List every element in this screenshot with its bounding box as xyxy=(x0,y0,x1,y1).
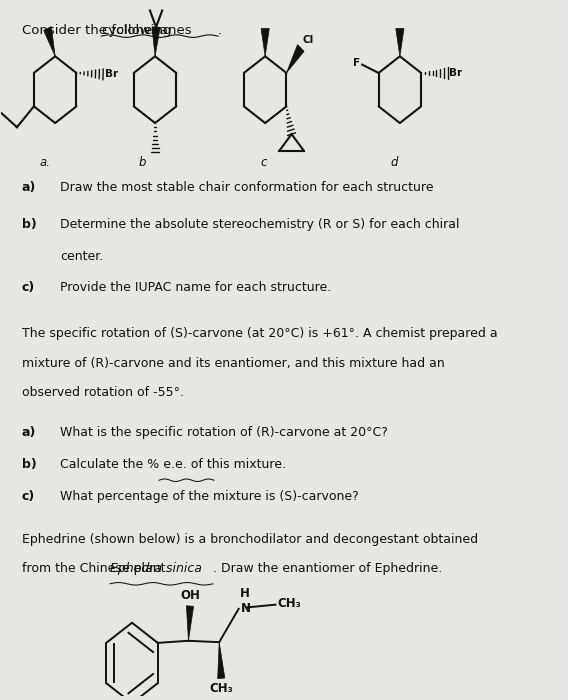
Text: Ephedrine (shown below) is a bronchodilator and decongestant obtained: Ephedrine (shown below) is a bronchodila… xyxy=(22,533,478,546)
Polygon shape xyxy=(286,45,304,73)
Text: CH₃: CH₃ xyxy=(210,682,233,696)
Polygon shape xyxy=(261,29,269,56)
Text: OH: OH xyxy=(180,589,200,602)
Text: c: c xyxy=(260,155,266,169)
Text: from the Chinese plant: from the Chinese plant xyxy=(22,562,169,575)
Text: Ephedra sinica: Ephedra sinica xyxy=(110,562,202,575)
Text: What percentage of the mixture is (S)-carvone?: What percentage of the mixture is (S)-ca… xyxy=(60,490,359,503)
Text: c): c) xyxy=(22,281,35,295)
Text: Br: Br xyxy=(105,69,118,79)
Text: What is the specific rotation of (R)-carvone at 20°C?: What is the specific rotation of (R)-car… xyxy=(60,426,388,439)
Text: mixture of (R)-carvone and its enantiomer, and this mixture had an: mixture of (R)-carvone and its enantiome… xyxy=(22,356,445,370)
Text: CH₃: CH₃ xyxy=(277,597,301,610)
Text: F: F xyxy=(353,58,360,68)
Text: a): a) xyxy=(22,181,36,194)
Text: Provide the IUPAC name for each structure.: Provide the IUPAC name for each structur… xyxy=(60,281,332,295)
Text: The specific rotation of (S)-carvone (at 20°C) is +61°. A chemist prepared a: The specific rotation of (S)-carvone (at… xyxy=(22,328,498,340)
Text: a): a) xyxy=(22,426,36,439)
Text: Determine the absolute stereochemistry (R or S) for each chiral: Determine the absolute stereochemistry (… xyxy=(60,218,460,230)
Text: b): b) xyxy=(22,218,36,230)
Text: H: H xyxy=(240,587,249,601)
Text: Calculate the % e.e. of this mixture.: Calculate the % e.e. of this mixture. xyxy=(60,458,286,471)
Text: cyclohexanes: cyclohexanes xyxy=(101,25,192,37)
Text: N: N xyxy=(241,601,251,615)
Text: c): c) xyxy=(22,490,35,503)
Polygon shape xyxy=(152,27,160,56)
Text: observed rotation of -55°.: observed rotation of -55°. xyxy=(22,386,184,399)
Text: .: . xyxy=(218,25,222,37)
Text: . Draw the enantiomer of Ephedrine.: . Draw the enantiomer of Ephedrine. xyxy=(213,562,442,575)
Polygon shape xyxy=(396,29,404,56)
Text: b: b xyxy=(139,155,146,169)
Text: Br: Br xyxy=(449,68,462,78)
Text: a.: a. xyxy=(40,155,51,169)
Text: Consider the following: Consider the following xyxy=(22,25,176,37)
Text: Draw the most stable chair conformation for each structure: Draw the most stable chair conformation … xyxy=(60,181,434,194)
Polygon shape xyxy=(218,642,225,679)
Text: Cl: Cl xyxy=(302,35,314,46)
Text: d: d xyxy=(391,155,398,169)
Text: center.: center. xyxy=(60,249,103,262)
Polygon shape xyxy=(186,606,194,640)
Polygon shape xyxy=(44,27,55,56)
Text: b): b) xyxy=(22,458,36,471)
